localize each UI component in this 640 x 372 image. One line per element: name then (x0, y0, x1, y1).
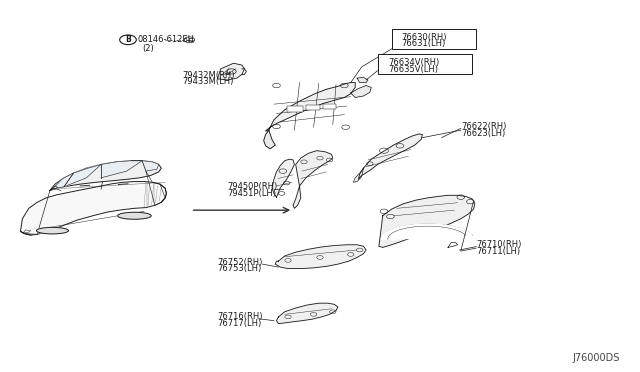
Polygon shape (142, 161, 159, 171)
Text: 08146-612EH: 08146-612EH (138, 35, 195, 44)
Polygon shape (357, 77, 368, 83)
Text: 76622(RH): 76622(RH) (461, 122, 506, 131)
Polygon shape (272, 159, 294, 197)
Polygon shape (275, 245, 366, 269)
Text: J76000DS: J76000DS (572, 353, 620, 363)
Text: (2): (2) (142, 44, 154, 53)
Polygon shape (264, 130, 275, 149)
Text: 76623(LH): 76623(LH) (461, 129, 505, 138)
Text: 76634V(RH): 76634V(RH) (388, 58, 439, 67)
Polygon shape (296, 151, 333, 186)
Bar (323, 104, 336, 109)
Text: 76752(RH): 76752(RH) (218, 258, 263, 267)
Polygon shape (358, 134, 422, 179)
Polygon shape (381, 224, 472, 240)
Polygon shape (379, 195, 475, 247)
Bar (392, 29, 476, 49)
Text: 76635V(LH): 76635V(LH) (388, 65, 438, 74)
Text: 79451P(LH): 79451P(LH) (227, 189, 276, 198)
Text: 76710(RH): 76710(RH) (476, 240, 522, 249)
Polygon shape (101, 161, 142, 178)
Polygon shape (293, 186, 301, 208)
Polygon shape (218, 63, 244, 80)
Polygon shape (353, 168, 364, 182)
Text: 76717(LH): 76717(LH) (218, 319, 262, 328)
Ellipse shape (118, 212, 151, 219)
Text: 79433M(LH): 79433M(LH) (182, 77, 234, 86)
Text: 76711(LH): 76711(LH) (476, 247, 520, 256)
Text: 76630(RH): 76630(RH) (401, 33, 447, 42)
Polygon shape (20, 182, 166, 235)
Polygon shape (276, 303, 338, 324)
Text: B: B (125, 35, 131, 44)
Polygon shape (351, 86, 371, 97)
Ellipse shape (36, 227, 68, 234)
Polygon shape (266, 83, 355, 131)
Text: 79432M(RH): 79432M(RH) (182, 71, 235, 80)
Polygon shape (52, 173, 74, 189)
Polygon shape (64, 164, 101, 187)
Text: 76631(LH): 76631(LH) (401, 39, 445, 48)
Text: 79450P(RH): 79450P(RH) (227, 182, 278, 191)
Text: 76716(RH): 76716(RH) (218, 312, 263, 321)
Bar (378, 54, 472, 74)
Bar (287, 106, 303, 112)
Bar (306, 105, 320, 110)
Polygon shape (50, 161, 161, 190)
Text: 76753(LH): 76753(LH) (218, 264, 262, 273)
